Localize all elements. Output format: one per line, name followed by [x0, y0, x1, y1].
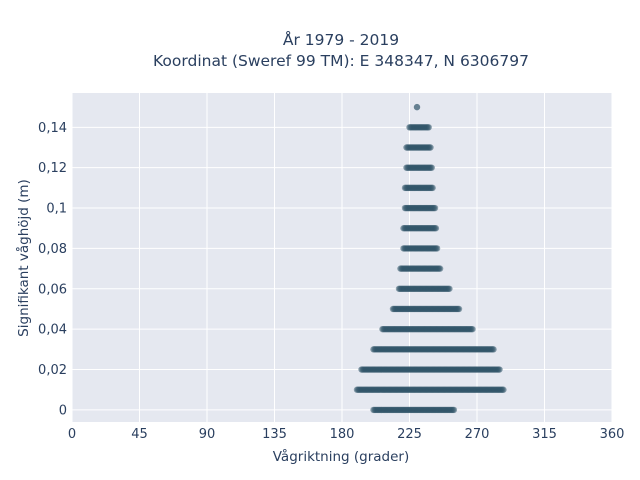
- data-point: [428, 164, 435, 171]
- x-tick-label: 90: [199, 427, 216, 442]
- y-tick-label: 0,14: [38, 121, 67, 136]
- chart-title: År 1979 - 2019: [283, 30, 399, 49]
- y-tick-label: 0,02: [38, 363, 67, 378]
- data-point: [496, 366, 503, 373]
- x-tick-label: 135: [262, 427, 287, 442]
- data-point: [425, 124, 432, 131]
- y-tick-labels: 0 0,02 0,04 0,06 0,08 0,1 0,12 0,14: [38, 121, 67, 419]
- chart-subtitle: Koordinat (Sweref 99 TM): E 348347, N 63…: [153, 52, 529, 70]
- x-axis-title: Vågriktning (grader): [273, 448, 410, 465]
- data-points: [353, 103, 507, 414]
- x-tick-label: 225: [397, 427, 422, 442]
- x-tick-label: 45: [131, 427, 148, 442]
- x-tick-labels: 0 45 90 135 180 225 270 315 360: [68, 427, 625, 442]
- x-tick-label: 270: [465, 427, 490, 442]
- x-tick-label: 180: [330, 427, 355, 442]
- y-tick-label: 0: [59, 403, 67, 418]
- y-tick-label: 0,1: [46, 202, 67, 217]
- data-point: [500, 386, 507, 393]
- data-point: [429, 184, 436, 192]
- y-tick-label: 0,08: [38, 242, 67, 257]
- data-point: [450, 406, 458, 414]
- data-point: [431, 204, 439, 212]
- data-point: [490, 346, 497, 353]
- y-tick-label: 0,04: [38, 323, 67, 338]
- x-tick-label: 360: [600, 427, 625, 442]
- y-tick-label: 0,12: [38, 161, 67, 176]
- data-point: [413, 103, 421, 111]
- data-point: [455, 305, 463, 313]
- data-point: [436, 265, 444, 272]
- y-axis-title: Signifikant våghöjd (m): [15, 179, 32, 337]
- data-point: [446, 285, 453, 292]
- data-point: [432, 225, 440, 232]
- x-tick-label: 0: [68, 427, 76, 442]
- grid-lines: [71, 93, 613, 422]
- data-point: [433, 245, 441, 252]
- x-tick-label: 315: [532, 427, 557, 442]
- data-point: [469, 325, 476, 333]
- data-point: [427, 144, 434, 151]
- y-tick-label: 0,06: [38, 282, 67, 297]
